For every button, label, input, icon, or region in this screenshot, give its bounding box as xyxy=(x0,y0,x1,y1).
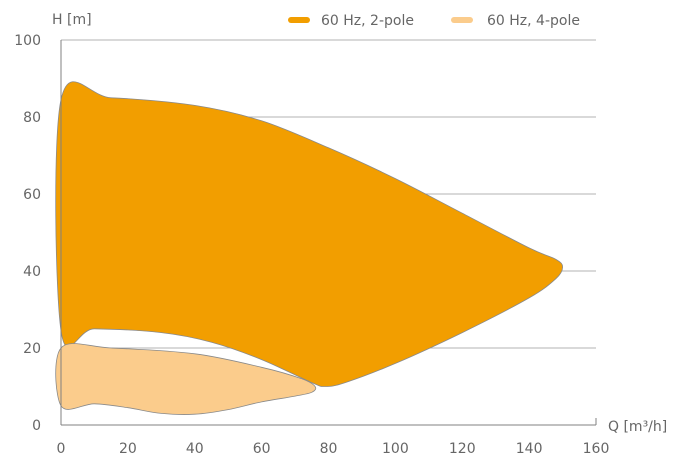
y-tick-label-20: 20 xyxy=(23,341,41,357)
y-tick-label-60: 60 xyxy=(23,187,41,203)
x-tick-label-120: 120 xyxy=(449,441,476,457)
y-tick-label-40: 40 xyxy=(23,264,41,280)
x-tick-label-40: 40 xyxy=(186,441,204,457)
x-tick-label-0: 0 xyxy=(57,441,66,457)
x-tick-label-60: 60 xyxy=(253,441,271,457)
x-tick-label-160: 160 xyxy=(583,441,610,457)
x-tick-labels: 0 20 40 60 80 100 120 140 160 xyxy=(57,441,610,457)
x-tick-label-20: 20 xyxy=(119,441,137,457)
x-tick-label-140: 140 xyxy=(516,441,543,457)
x-axis-title: Q [m³/h] xyxy=(608,419,667,435)
legend-label-2-pole: 60 Hz, 2-pole xyxy=(321,13,414,29)
x-tick-label-100: 100 xyxy=(382,441,409,457)
axes xyxy=(60,40,597,426)
legend-label-4-pole: 60 Hz, 4-pole xyxy=(487,13,580,29)
x-tick-label-80: 80 xyxy=(320,441,338,457)
y-tick-label-80: 80 xyxy=(23,110,41,126)
series-areas xyxy=(55,81,564,415)
y-tick-label-100: 100 xyxy=(14,33,41,49)
area-2-pole xyxy=(55,81,564,387)
area-4-pole xyxy=(55,343,317,415)
y-tick-labels: 0 20 40 60 80 100 xyxy=(14,33,41,434)
y-tick-label-0: 0 xyxy=(32,418,41,434)
y-axis-title: H [m] xyxy=(52,12,92,28)
legend: 60 Hz, 2-pole 60 Hz, 4-pole xyxy=(288,13,580,29)
